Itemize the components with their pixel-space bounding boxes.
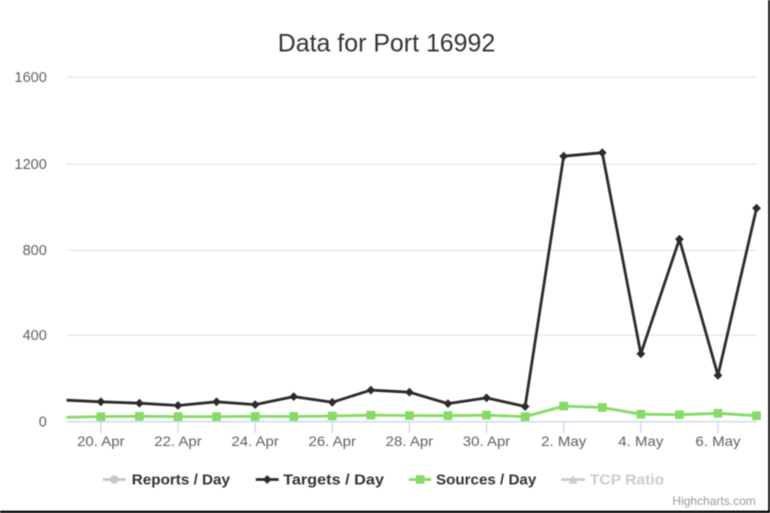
svg-text:26. Apr: 26. Apr	[309, 433, 357, 449]
svg-text:Targets / Day: Targets / Day	[283, 472, 384, 488]
svg-text:1200: 1200	[15, 157, 47, 173]
svg-text:2. May: 2. May	[541, 433, 586, 449]
svg-text:800: 800	[23, 243, 47, 259]
svg-text:400: 400	[23, 328, 47, 344]
svg-text:6. May: 6. May	[695, 433, 740, 449]
svg-text:1600: 1600	[15, 70, 47, 86]
svg-text:4. May: 4. May	[618, 433, 663, 449]
svg-text:Reports / Day: Reports / Day	[132, 472, 230, 488]
svg-text:24. Apr: 24. Apr	[231, 433, 279, 449]
svg-text:20. Apr: 20. Apr	[77, 433, 125, 449]
svg-text:Highcharts.com: Highcharts.com	[672, 494, 755, 508]
svg-text:22. Apr: 22. Apr	[154, 433, 202, 449]
svg-text:Sources / Day: Sources / Day	[436, 472, 536, 488]
svg-text:TCP Ratio: TCP Ratio	[590, 472, 664, 488]
svg-text:Data for Port 16992: Data for Port 16992	[278, 30, 496, 58]
svg-text:28. Apr: 28. Apr	[386, 433, 434, 449]
svg-text:0: 0	[39, 415, 47, 431]
svg-text:30. Apr: 30. Apr	[463, 433, 511, 449]
